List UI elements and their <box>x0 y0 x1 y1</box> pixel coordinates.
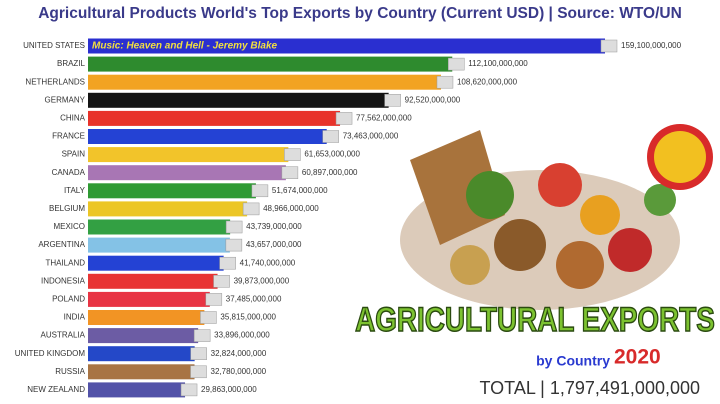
category-label: AUSTRALIA <box>41 331 86 340</box>
flag <box>180 383 198 397</box>
bar <box>88 56 453 72</box>
bar <box>88 328 199 344</box>
bar <box>88 219 231 235</box>
category-label: POLAND <box>52 295 85 304</box>
flag <box>225 220 243 234</box>
category-label: CANADA <box>52 168 86 177</box>
value-label: 159,100,000,000 <box>621 41 682 50</box>
bar <box>88 129 327 144</box>
bar <box>88 165 286 181</box>
value-label: 32,780,000,000 <box>211 367 267 376</box>
category-label: MEXICO <box>53 222 85 231</box>
bar <box>88 237 230 253</box>
category-label: CHINA <box>60 114 86 123</box>
flag <box>436 75 454 89</box>
flag <box>284 148 301 161</box>
bar <box>88 38 605 54</box>
value-label: 39,873,000,000 <box>234 276 290 285</box>
bar <box>88 273 218 289</box>
value-label: 112,100,000,000 <box>468 59 528 68</box>
category-label: RUSSIA <box>55 367 85 376</box>
bar <box>88 346 195 362</box>
flag <box>200 311 217 324</box>
flag <box>219 256 236 270</box>
bar <box>88 110 341 126</box>
flag <box>448 57 465 71</box>
value-label: 32,824,000,000 <box>211 349 267 358</box>
bar <box>88 382 186 398</box>
value-label: 73,463,000,000 <box>343 132 399 141</box>
year: 2020 <box>614 346 661 369</box>
category-label: UNITED STATES <box>23 41 85 50</box>
flag <box>242 202 260 216</box>
bar <box>88 74 441 90</box>
category-label: NEW ZEALAND <box>27 385 85 394</box>
flag <box>384 94 401 107</box>
chart-title: Agricultural Products World's Top Export… <box>38 5 682 22</box>
flag <box>213 275 230 288</box>
food-illustration <box>400 124 713 310</box>
category-label: ITALY <box>64 186 86 195</box>
bar <box>88 310 205 325</box>
bar <box>88 291 210 307</box>
category-label: GERMANY <box>45 95 86 104</box>
subheadline: by Country <box>536 353 610 369</box>
value-label: 61,653,000,000 <box>304 150 360 159</box>
category-label: SPAIN <box>62 150 86 159</box>
flag <box>281 166 299 179</box>
category-label: NETHERLANDS <box>25 77 85 86</box>
music-credit: Music: Heaven and Hell - Jeremy Blake <box>92 41 278 52</box>
value-label: 92,520,000,000 <box>405 95 461 104</box>
value-label: 51,674,000,000 <box>272 186 328 195</box>
bar <box>88 147 289 163</box>
flag <box>190 365 207 379</box>
category-label: FRANCE <box>52 132 85 141</box>
bar <box>88 183 256 199</box>
value-label: 43,657,000,000 <box>246 240 302 249</box>
value-label: 41,740,000,000 <box>240 258 296 267</box>
value-label: 33,896,000,000 <box>214 331 270 340</box>
value-label: 48,966,000,000 <box>263 204 319 213</box>
flag <box>190 347 207 360</box>
category-label: INDONESIA <box>41 276 86 285</box>
category-label: ARGENTINA <box>38 240 85 249</box>
value-label: 29,863,000,000 <box>201 385 257 394</box>
flag <box>600 39 618 53</box>
flag <box>335 112 353 125</box>
total: TOTAL | 1,797,491,000,000 <box>480 378 701 398</box>
flag <box>193 329 211 342</box>
value-label: 108,620,000,000 <box>457 77 518 86</box>
value-label: 37,485,000,000 <box>226 295 282 304</box>
category-label: BELGIUM <box>49 204 85 213</box>
bar <box>88 364 195 380</box>
value-label: 43,739,000,000 <box>246 222 302 231</box>
category-label: BRAZIL <box>57 59 86 68</box>
value-label: 35,815,000,000 <box>220 313 276 322</box>
flag <box>205 293 223 306</box>
bar <box>88 92 389 108</box>
value-label: 60,897,000,000 <box>302 168 358 177</box>
flag <box>225 238 243 252</box>
category-label: INDIA <box>64 313 86 322</box>
headline: AGRICULTURAL EXPORTS <box>355 300 715 338</box>
value-label: 77,562,000,000 <box>356 114 412 123</box>
flag <box>322 130 339 143</box>
category-label: UNITED KINGDOM <box>15 349 86 358</box>
category-label: THAILAND <box>45 258 85 267</box>
bar <box>88 201 248 217</box>
bar <box>88 255 224 271</box>
flag <box>251 184 269 198</box>
